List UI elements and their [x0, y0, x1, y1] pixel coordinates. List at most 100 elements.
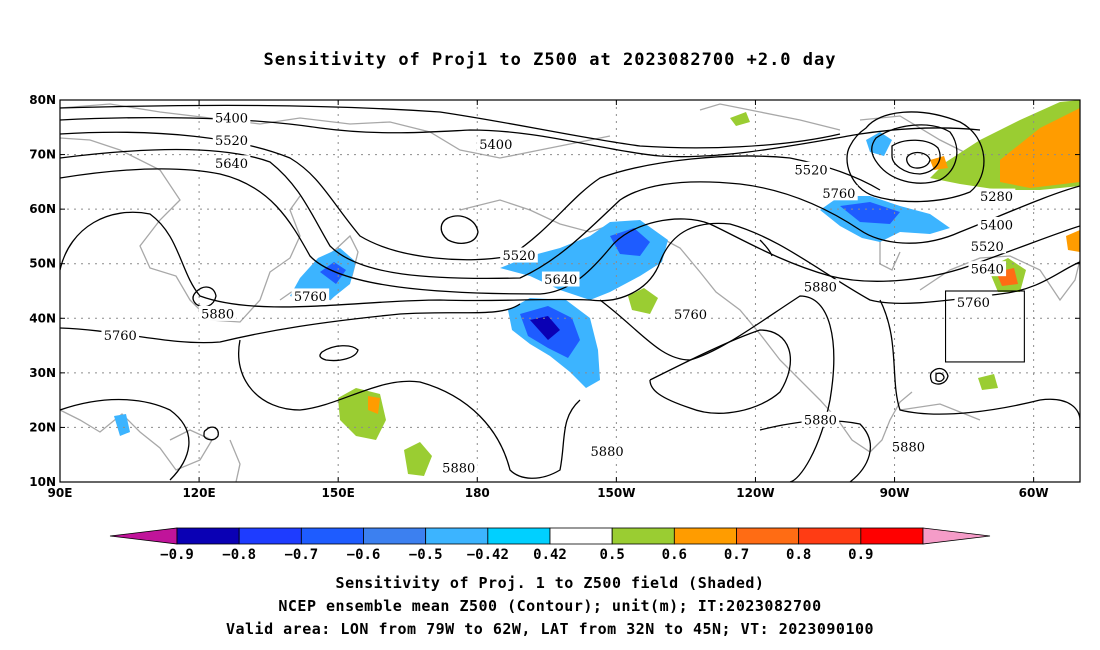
- positive-sensitivity-region: [978, 374, 998, 390]
- colorbar-arrow-high: [922, 527, 991, 545]
- contour-label-bg: [101, 327, 140, 343]
- z500-contours: [60, 104, 1080, 482]
- axes: 90E 120E 150E 180 150W 120W 90W 60W 10N 20N 30N 40N…: [29, 93, 1080, 500]
- valid-area-rect: [944, 290, 1025, 363]
- positive-sensitivity-region: [1066, 230, 1080, 252]
- contour-label: 5760: [674, 308, 707, 323]
- z500-contour-line: [60, 211, 1080, 308]
- chart-title: Sensitivity of Proj1 to Z500 at 20230827…: [263, 50, 837, 70]
- contour-label: 5520: [971, 240, 1004, 255]
- colorbar-label: −0.9: [160, 547, 194, 563]
- contour-label-bg: [198, 305, 237, 321]
- contour-label-bg: [477, 136, 515, 152]
- contour-label: 5880: [442, 461, 475, 476]
- contour-label: 5400: [215, 112, 248, 127]
- colorbar-box: [673, 527, 737, 545]
- positive-sensitivity-region: [1000, 108, 1080, 188]
- contour-label: 5520: [215, 134, 248, 149]
- contour-label-bg: [792, 161, 830, 177]
- y-tick-label: 60N: [29, 202, 56, 216]
- contour-label: 5640: [215, 157, 248, 172]
- z500-contour-line: [60, 398, 190, 481]
- y-tick-label: 80N: [29, 93, 56, 107]
- land-outlines: [60, 103, 1080, 482]
- y-tick-label: 50N: [29, 257, 56, 271]
- colorbar-label: 0.5: [600, 547, 625, 563]
- colorbar-box: [611, 527, 675, 545]
- z500-contour-line: [871, 124, 958, 184]
- colorbar-box: [549, 527, 613, 545]
- contour-label-bg: [968, 238, 1007, 254]
- contour-label-bg: [968, 261, 1007, 277]
- contour-label: 5760: [104, 329, 137, 344]
- negative-sensitivity-region: [840, 202, 900, 224]
- coastline: [60, 137, 301, 323]
- contour-label: 5280: [980, 190, 1013, 205]
- positive-sensitivity-region: [404, 442, 432, 476]
- contour-label-bg: [212, 132, 251, 148]
- y-tick-label: 70N: [29, 148, 56, 162]
- colorbar-label: −0.42: [467, 547, 509, 563]
- coastline: [60, 103, 611, 159]
- caption-valid-area: Valid area: LON from 79W to 62W, LAT fro…: [225, 620, 875, 638]
- colorbar-box: [300, 527, 364, 545]
- y-tick-label: 10N: [29, 475, 56, 489]
- z500-contour-line: [879, 299, 1080, 421]
- colorbar-label: −0.6: [347, 547, 381, 563]
- z500-contour-line: [319, 345, 359, 362]
- z500-contour-line: [891, 139, 941, 175]
- colorbar-box: [425, 527, 489, 545]
- negative-sensitivity-region: [530, 316, 560, 340]
- z500-contour-line: [759, 419, 871, 482]
- colorbar-label: −0.5: [409, 547, 443, 563]
- caption-contour: NCEP ensemble mean Z500 (Contour); unit(…: [278, 597, 822, 615]
- contour-label: 5880: [804, 413, 837, 428]
- colorbar-label: 0.42: [533, 547, 567, 563]
- colorbar-label: 0.9: [848, 547, 873, 563]
- contour-label-bg: [671, 306, 710, 322]
- contour-label-bg: [439, 459, 478, 475]
- positive-sensitivity-region: [628, 288, 658, 314]
- z500-contour-line: [759, 239, 773, 257]
- x-tick-label: 120W: [736, 486, 774, 500]
- x-tick-label: 180: [465, 486, 490, 500]
- x-tick-label: 90E: [48, 486, 73, 500]
- colorbar-box: [487, 527, 551, 545]
- colorbar-label: 0.7: [724, 547, 749, 563]
- z500-contour-line: [649, 329, 791, 414]
- z500-contour-line: [60, 116, 981, 158]
- positive-sensitivity-region: [730, 112, 750, 126]
- contour-label: 5520: [502, 249, 535, 264]
- contour-label: 5880: [804, 281, 837, 296]
- colorbar: −0.9 −0.8 −0.7 −0.6 −0.5 −0.42 0.42 0.5 0.6 0.7 0.…: [109, 527, 991, 563]
- contour-label-bg: [801, 411, 840, 427]
- negative-sensitivity-region: [610, 228, 650, 256]
- z500-contour-line: [60, 104, 841, 149]
- z500-contour-line: [203, 426, 219, 441]
- z500-contour-line: [846, 111, 985, 203]
- contour-label: 5760: [957, 296, 990, 311]
- contour-label: 5640: [544, 273, 577, 288]
- contour-label: 5760: [294, 290, 327, 305]
- colorbar-label: 0.6: [662, 547, 687, 563]
- colorbar-label: −0.8: [222, 547, 256, 563]
- y-tick-label: 20N: [29, 420, 56, 434]
- positive-sensitivity-region: [368, 396, 380, 414]
- z500-contour-line: [599, 295, 835, 482]
- map-frame: [59, 99, 1081, 483]
- negative-sensitivity-region: [114, 414, 130, 436]
- contour-label-bg: [212, 110, 251, 126]
- contour-labels: 5400 5400 5520 5640 5520 5640 5760 5880 5760 5520…: [101, 110, 1016, 476]
- contour-label-bg: [889, 439, 928, 455]
- contour-label-bg: [212, 155, 251, 171]
- colorbar-box: [363, 527, 427, 545]
- contour-label: 5880: [201, 307, 234, 322]
- colorbar-box: [176, 527, 240, 545]
- contour-label-bg: [588, 443, 626, 459]
- x-tick-label: 90W: [880, 486, 910, 500]
- colorbar-box: [736, 527, 800, 545]
- contour-label-bg: [954, 294, 993, 310]
- colorbar-box: [798, 527, 862, 545]
- contour-label: 5880: [591, 445, 624, 460]
- contour-label-bg: [291, 288, 330, 304]
